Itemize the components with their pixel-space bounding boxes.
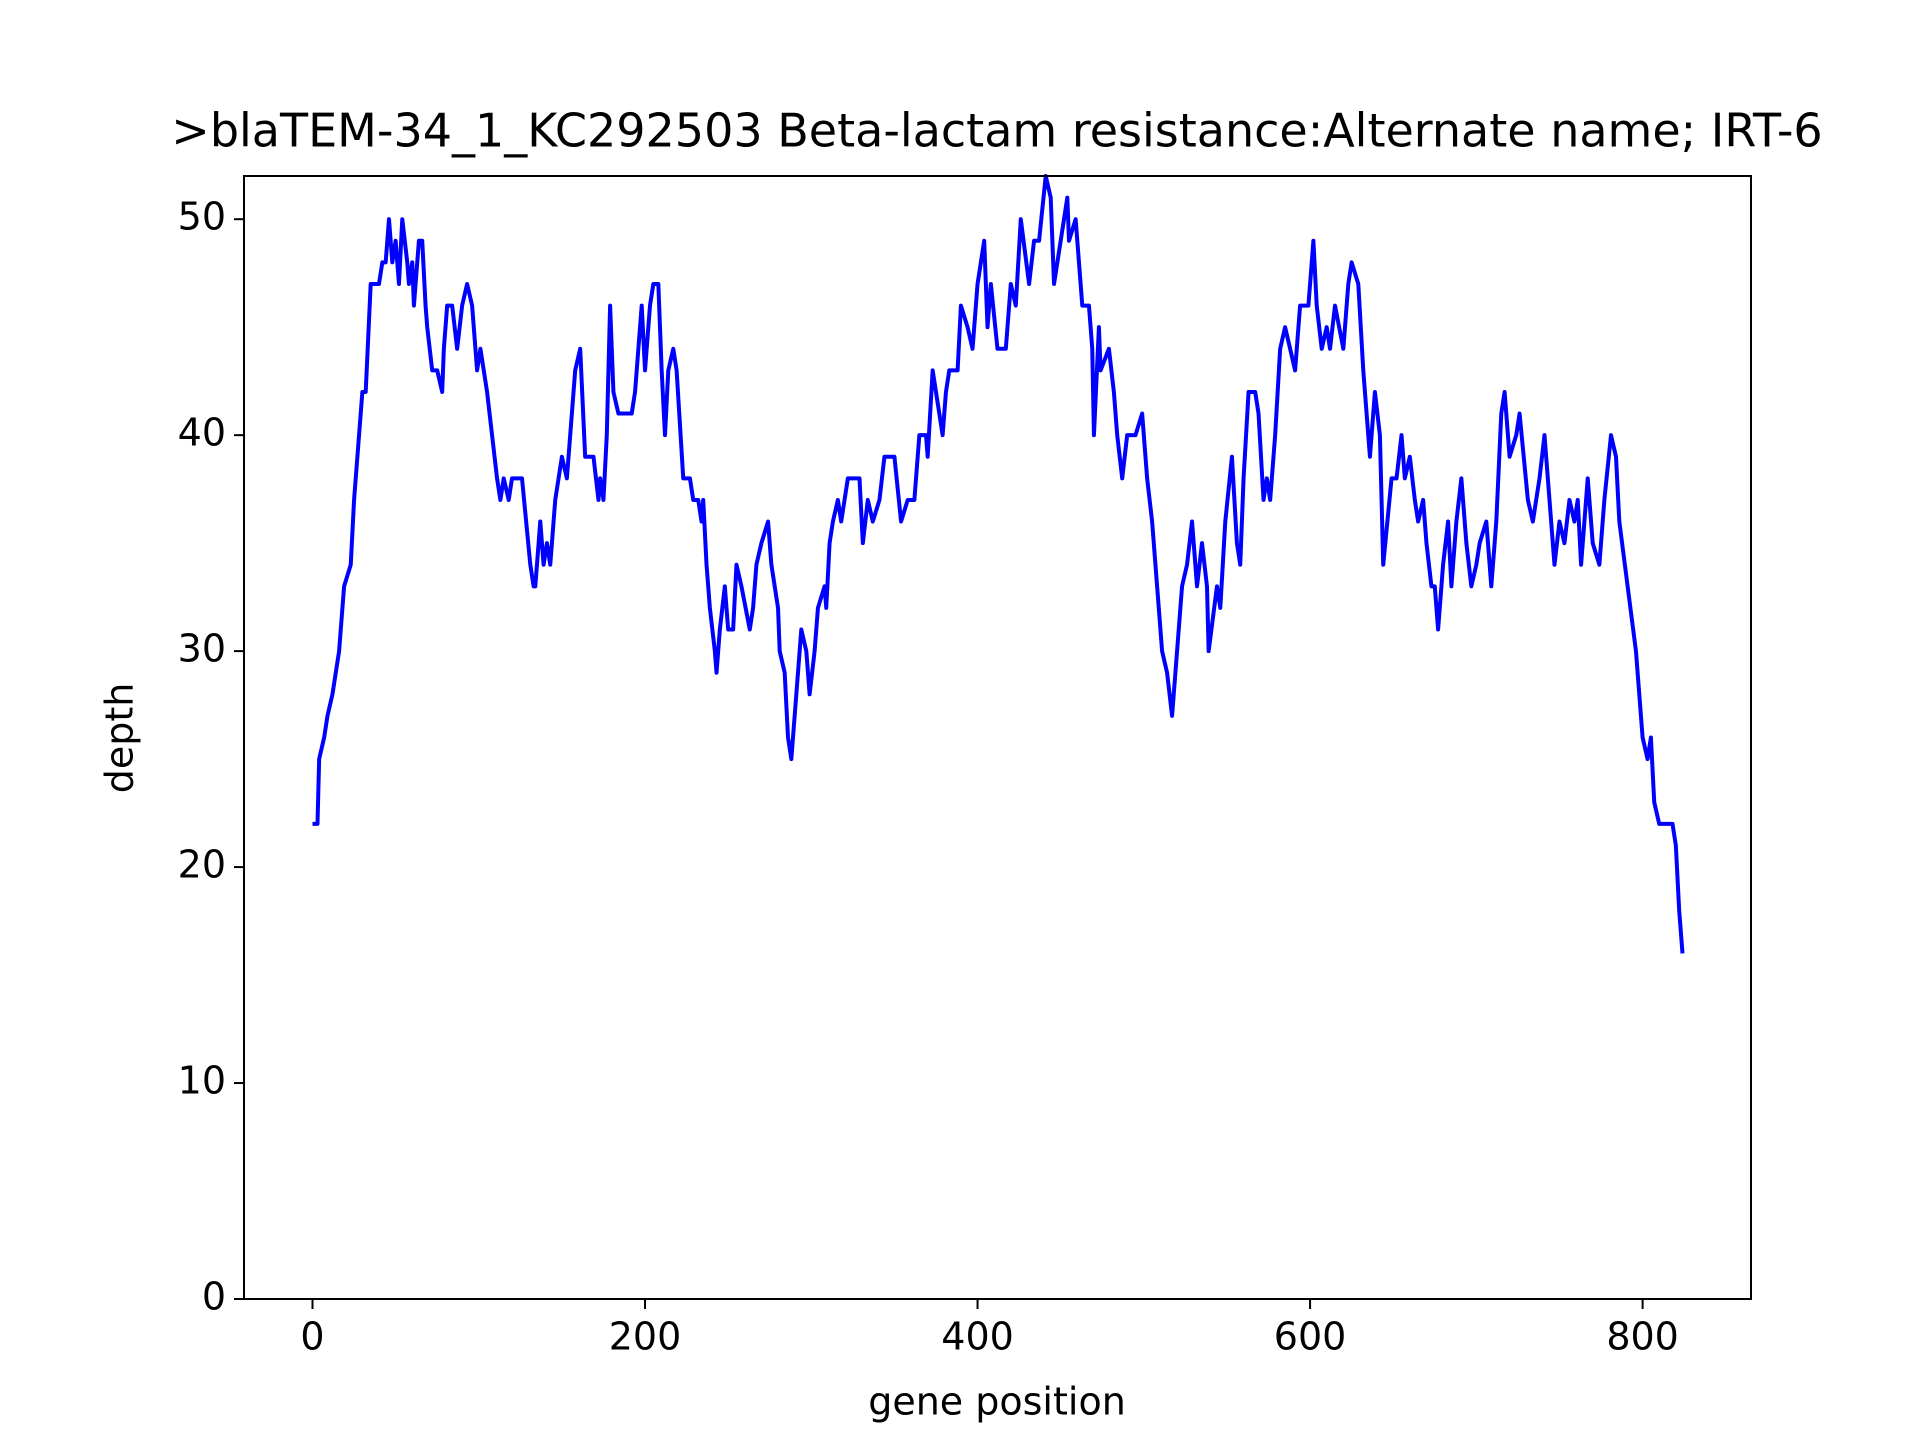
x-tick-label: 800	[1606, 1315, 1679, 1359]
y-tick-label: 0	[202, 1275, 226, 1319]
y-tick-label: 10	[178, 1059, 226, 1103]
x-tick-label: 200	[609, 1315, 682, 1359]
x-tick-label: 0	[300, 1315, 324, 1359]
x-tick-label: 400	[941, 1315, 1014, 1359]
y-tick-label: 20	[178, 843, 226, 887]
plot-frame	[243, 175, 1752, 1300]
data-line	[312, 174, 1685, 954]
x-tick-label: 600	[1274, 1315, 1347, 1359]
y-axis-label: depth	[98, 683, 142, 794]
y-tick-label: 50	[178, 195, 226, 239]
x-axis-label: gene position	[868, 1380, 1126, 1424]
y-tick-label: 30	[178, 627, 226, 671]
y-tick-label: 40	[178, 411, 226, 455]
chart-title: >blaTEM-34_1_KC292503 Beta-lactam resist…	[171, 104, 1822, 158]
